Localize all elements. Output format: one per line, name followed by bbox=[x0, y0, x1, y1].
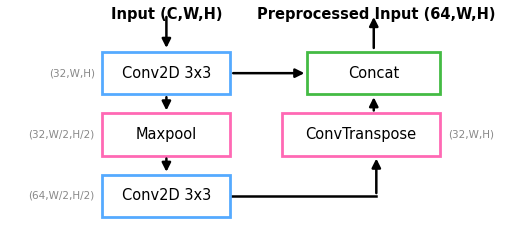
Text: ConvTranspose: ConvTranspose bbox=[305, 127, 417, 142]
FancyBboxPatch shape bbox=[307, 52, 440, 94]
FancyBboxPatch shape bbox=[282, 113, 440, 156]
Text: (32,W,H): (32,W,H) bbox=[49, 68, 95, 78]
Text: (32,W,H): (32,W,H) bbox=[448, 130, 494, 139]
FancyBboxPatch shape bbox=[102, 113, 230, 156]
Text: Conv2D 3x3: Conv2D 3x3 bbox=[122, 188, 211, 203]
Text: Concat: Concat bbox=[348, 66, 399, 81]
Text: (64,W/2,H/2): (64,W/2,H/2) bbox=[29, 191, 95, 201]
Text: (32,W/2,H/2): (32,W/2,H/2) bbox=[29, 130, 95, 139]
Text: Input (C,W,H): Input (C,W,H) bbox=[111, 7, 222, 22]
Text: Maxpool: Maxpool bbox=[136, 127, 197, 142]
FancyBboxPatch shape bbox=[102, 52, 230, 94]
Text: Conv2D 3x3: Conv2D 3x3 bbox=[122, 66, 211, 81]
FancyBboxPatch shape bbox=[102, 175, 230, 217]
Text: Preprocessed Input (64,W,H): Preprocessed Input (64,W,H) bbox=[257, 7, 496, 22]
